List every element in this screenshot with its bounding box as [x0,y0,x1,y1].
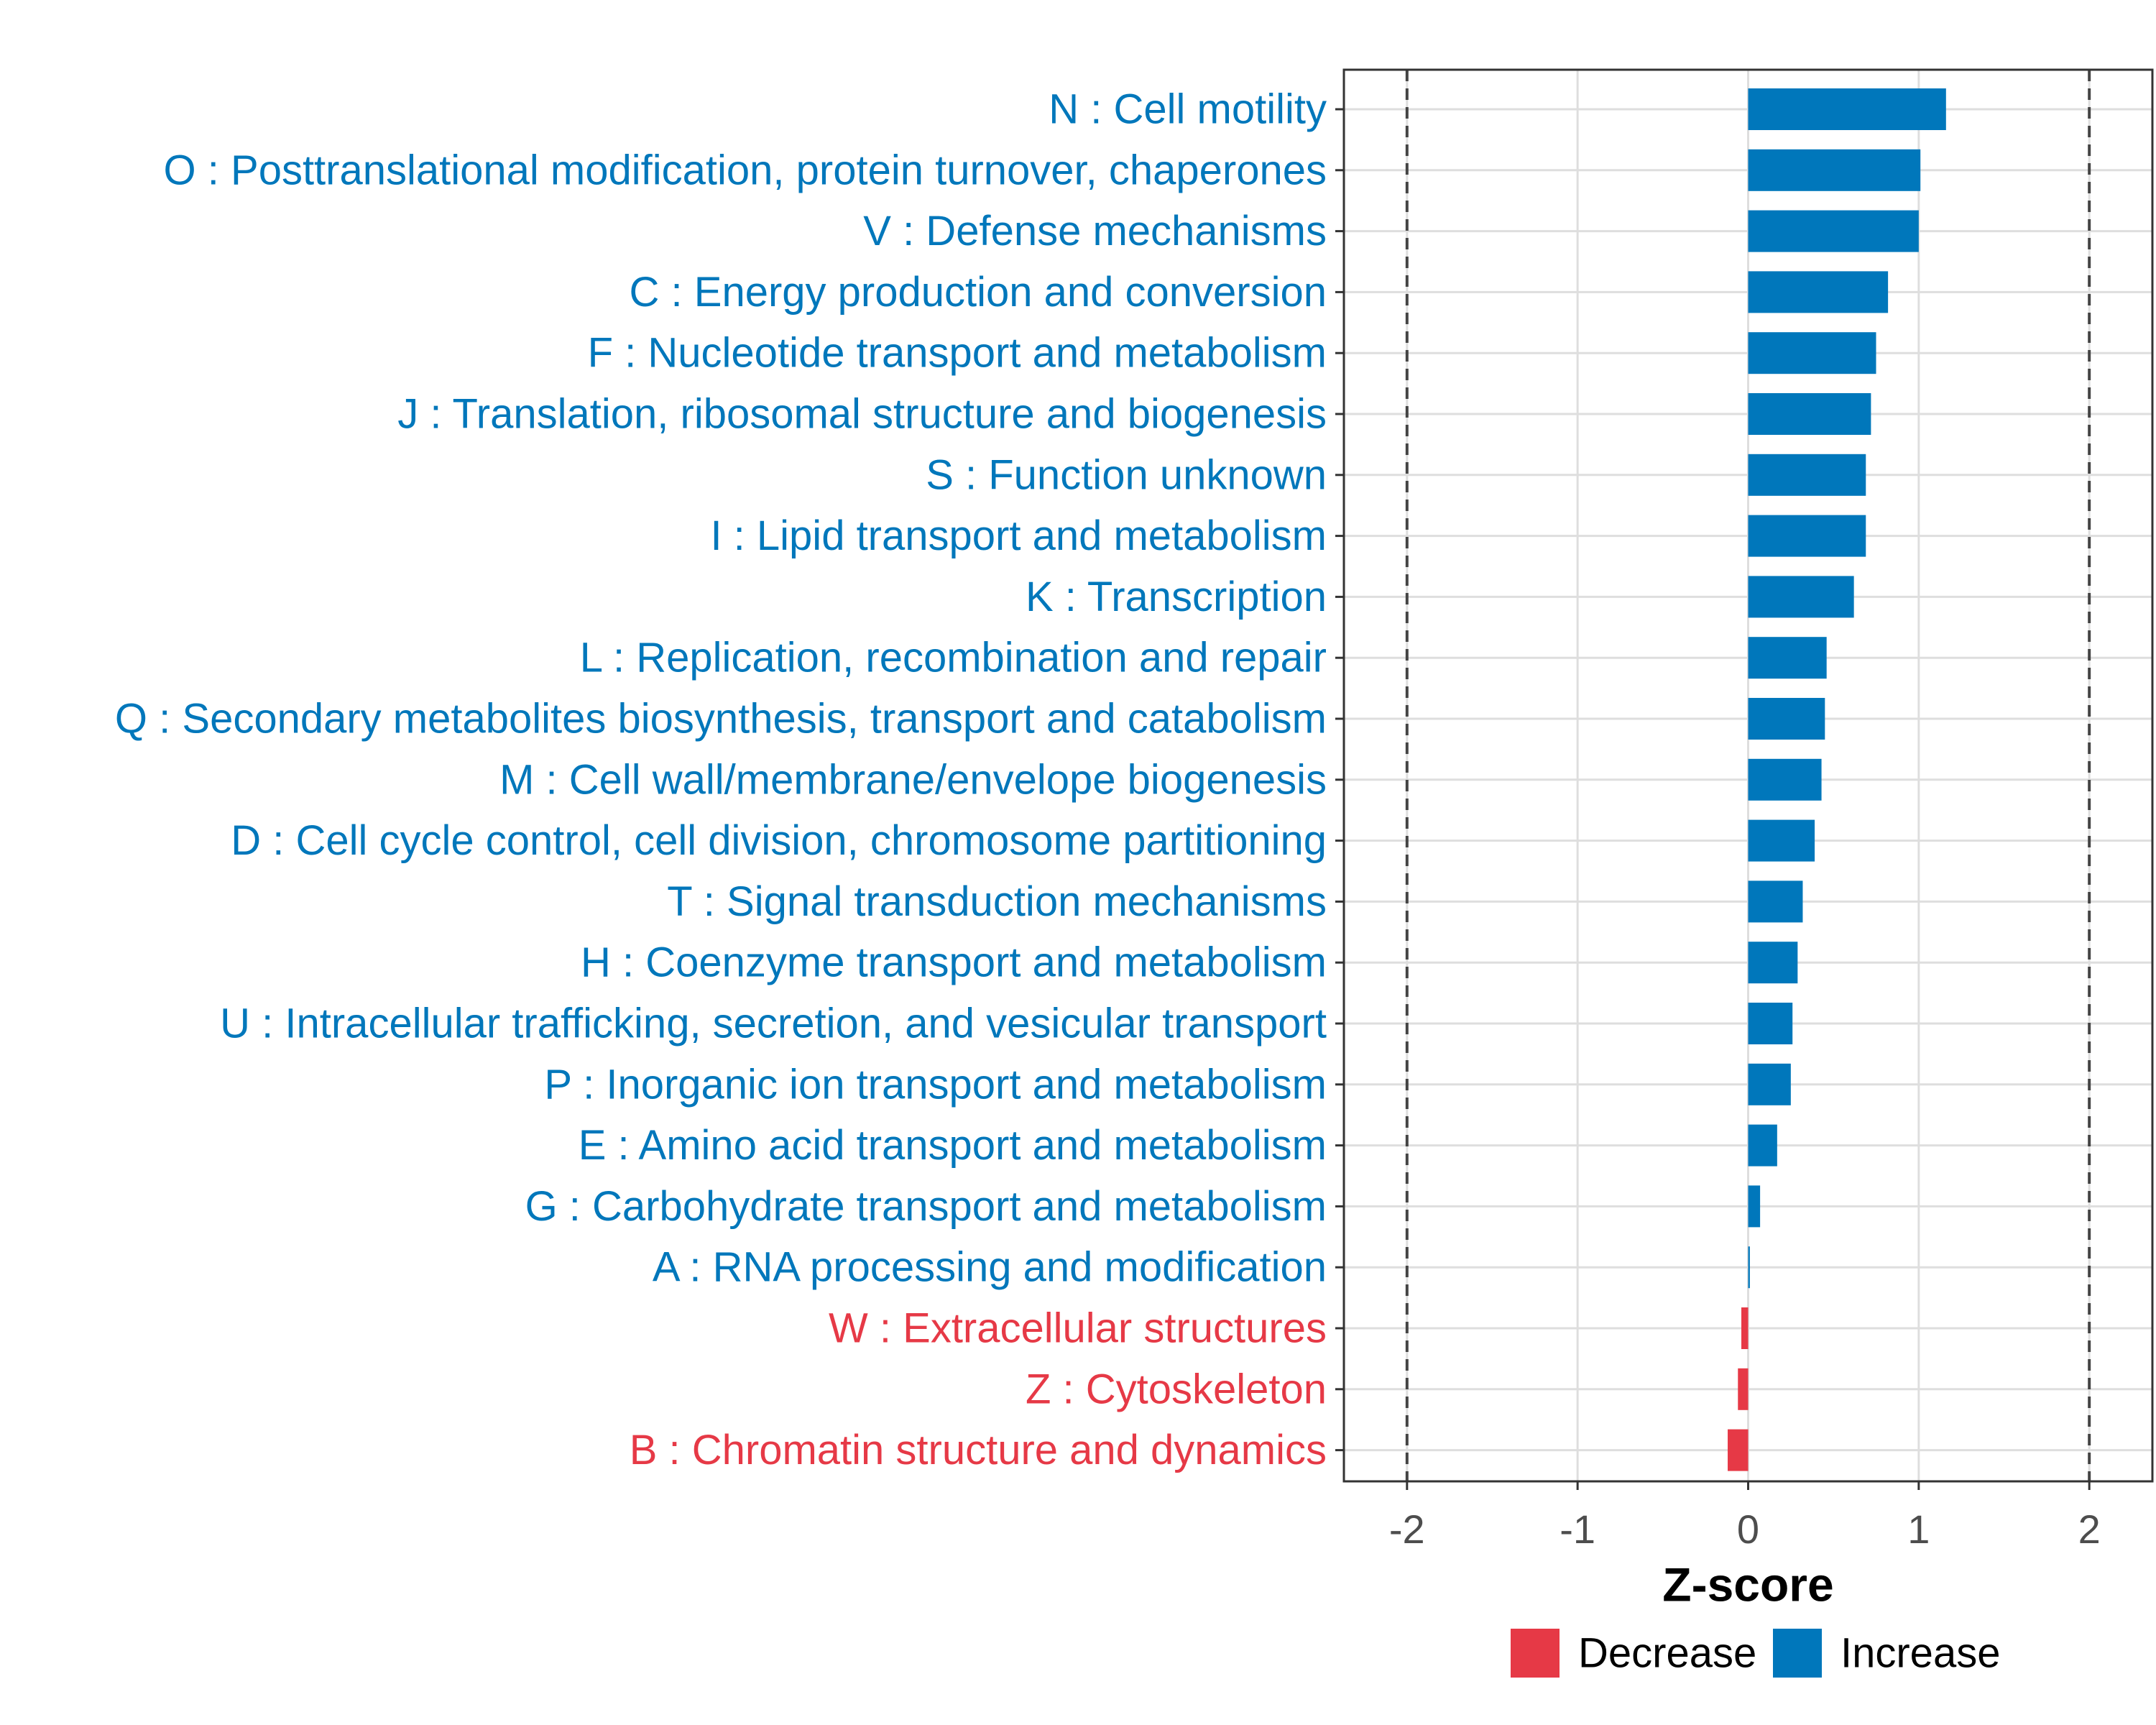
bar-18 [1748,1185,1761,1228]
bar-4 [1748,332,1876,374]
y-axis-labels: N : Cell motility O : Posttranslational m… [115,86,1327,1474]
category-label-17: E : Amino acid transport and metabolism [579,1122,1327,1169]
category-label-0: N : Cell motility [1049,86,1327,133]
bar-21 [1738,1368,1749,1410]
bar-1 [1748,149,1921,191]
category-label-1: O : Posttranslational modification, prot… [164,147,1327,193]
category-label-10: Q : Secondary metabolites biosynthesis, … [115,696,1327,742]
bar-12 [1748,819,1815,862]
legend-label-increase: Increase [1841,1630,2000,1677]
category-label-15: U : Intracellular trafficking, secretion… [220,1000,1327,1047]
bar-19 [1748,1246,1750,1289]
category-label-12: D : Cell cycle control, cell division, c… [231,817,1327,864]
category-label-22: B : Chromatin structure and dynamics [630,1427,1327,1473]
category-label-20: W : Extracellular structures [829,1305,1327,1352]
category-label-7: I : Lipid transport and metabolism [710,512,1327,559]
legend-label-decrease: Decrease [1578,1630,1756,1677]
category-label-2: V : Defense mechanisms [863,208,1327,254]
category-label-6: S : Function unknown [926,451,1327,498]
category-label-4: F : Nucleotide transport and metabolism [588,330,1327,377]
bar-15 [1748,1003,1793,1044]
bar-5 [1748,393,1871,435]
x-axis-title: Z-score [1662,1558,1833,1611]
category-label-11: M : Cell wall/membrane/envelope biogenes… [499,756,1327,803]
x-tick-label-4: 2 [2078,1506,2101,1552]
category-label-14: H : Coenzyme transport and metabolism [581,939,1327,986]
legend-swatch-decrease [1511,1629,1560,1678]
reference-lines [1405,70,2091,1481]
bar-9 [1748,637,1827,679]
legend: Decrease Increase [1511,1629,2000,1678]
x-axis-ticks [1406,1481,2091,1490]
bar-14 [1748,942,1798,984]
bars [1728,88,1946,1471]
x-tick-label-0: -2 [1389,1506,1425,1552]
y-axis-ticks [1335,108,1344,1452]
category-label-8: K : Transcription [1026,574,1327,620]
bar-0 [1748,88,1946,130]
bar-22 [1728,1429,1749,1471]
category-label-18: G : Carbohydrate transport and metabolis… [525,1183,1327,1230]
bar-2 [1748,210,1919,252]
bar-16 [1748,1063,1791,1105]
category-label-16: P : Inorganic ion transport and metaboli… [544,1061,1327,1108]
category-label-21: Z : Cytoskeleton [1026,1366,1327,1412]
category-label-13: T : Signal transduction mechanisms [667,878,1327,925]
bar-20 [1741,1307,1749,1349]
bar-7 [1748,515,1866,557]
category-label-5: J : Translation, ribosomal structure and… [397,391,1327,438]
bar-3 [1748,271,1889,313]
x-tick-label-2: 0 [1737,1506,1759,1552]
bar-8 [1748,576,1854,618]
x-tick-label-1: -1 [1560,1506,1595,1552]
category-label-3: C : Energy production and conversion [630,269,1327,316]
bar-6 [1748,454,1866,496]
bar-17 [1748,1124,1777,1167]
category-label-9: L : Replication, recombination and repai… [580,635,1327,681]
x-axis-tick-labels: -2 -1 0 1 2 [1389,1506,2101,1552]
bar-13 [1748,880,1803,923]
bar-11 [1748,758,1822,801]
x-tick-label-3: 1 [1907,1506,1930,1552]
category-label-19: A : RNA processing and modification [653,1244,1327,1291]
bar-10 [1748,698,1825,740]
legend-swatch-increase [1773,1629,1822,1678]
